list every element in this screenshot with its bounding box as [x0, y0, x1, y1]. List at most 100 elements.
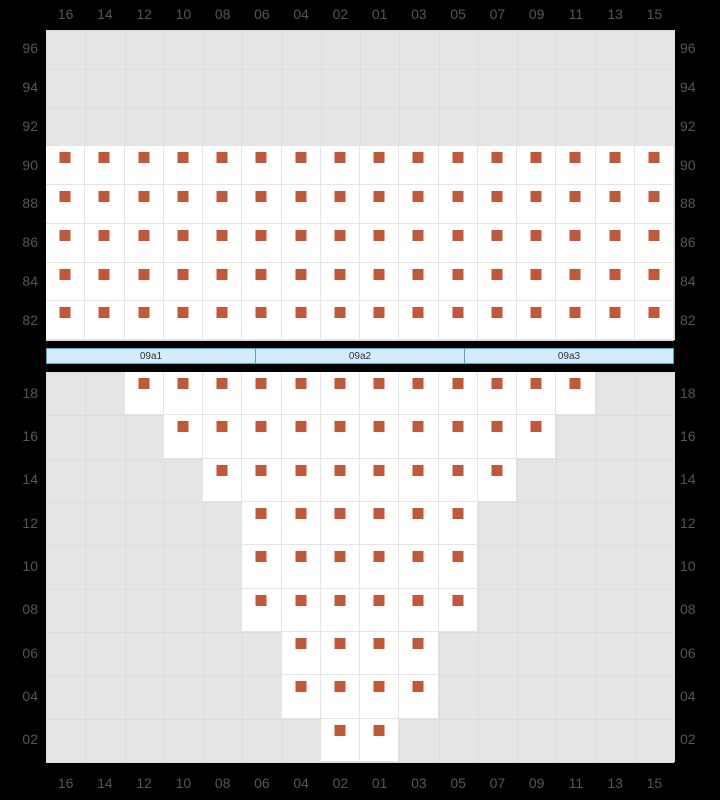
seat-cell[interactable] — [282, 632, 321, 675]
seat-cell[interactable] — [282, 589, 321, 632]
seat-cell[interactable] — [596, 224, 635, 263]
seat-cell[interactable] — [360, 502, 399, 545]
seat-cell[interactable] — [478, 185, 517, 224]
seat-cell[interactable] — [46, 301, 85, 340]
seat-cell[interactable] — [360, 224, 399, 263]
seat-cell[interactable] — [360, 459, 399, 502]
seat-cell[interactable] — [321, 459, 360, 502]
seat-cell[interactable] — [203, 415, 242, 458]
seat-cell[interactable] — [282, 185, 321, 224]
seat-cell[interactable] — [399, 589, 438, 632]
seat-cell[interactable] — [399, 224, 438, 263]
seat-cell[interactable] — [85, 185, 124, 224]
seat-cell[interactable] — [46, 224, 85, 263]
seat-cell[interactable] — [242, 263, 281, 302]
seat-cell[interactable] — [282, 545, 321, 588]
seat-cell[interactable] — [556, 224, 595, 263]
seat-cell[interactable] — [242, 502, 281, 545]
seat-cell[interactable] — [282, 372, 321, 415]
seat-cell[interactable] — [282, 263, 321, 302]
seat-cell[interactable] — [125, 372, 164, 415]
seat-cell[interactable] — [203, 372, 242, 415]
seat-cell[interactable] — [125, 301, 164, 340]
seat-cell[interactable] — [556, 301, 595, 340]
seat-cell[interactable] — [164, 263, 203, 302]
seat-cell[interactable] — [399, 502, 438, 545]
seat-cell[interactable] — [517, 224, 556, 263]
divider-segment[interactable]: 09a3 — [465, 348, 674, 364]
seat-cell[interactable] — [46, 185, 85, 224]
seat-cell[interactable] — [478, 263, 517, 302]
seat-cell[interactable] — [635, 263, 674, 302]
seat-cell[interactable] — [46, 146, 85, 185]
seat-cell[interactable] — [164, 185, 203, 224]
seat-cell[interactable] — [242, 415, 281, 458]
seat-cell[interactable] — [517, 263, 556, 302]
seat-cell[interactable] — [321, 301, 360, 340]
seat-cell[interactable] — [164, 372, 203, 415]
seat-cell[interactable] — [360, 301, 399, 340]
seat-cell[interactable] — [439, 301, 478, 340]
seat-cell[interactable] — [399, 263, 438, 302]
seat-cell[interactable] — [478, 372, 517, 415]
seat-cell[interactable] — [399, 372, 438, 415]
seat-cell[interactable] — [360, 372, 399, 415]
seat-cell[interactable] — [635, 224, 674, 263]
seat-cell[interactable] — [282, 415, 321, 458]
seat-cell[interactable] — [399, 632, 438, 675]
seat-cell[interactable] — [556, 263, 595, 302]
seat-cell[interactable] — [517, 185, 556, 224]
seat-cell[interactable] — [360, 146, 399, 185]
seat-cell[interactable] — [321, 372, 360, 415]
seat-cell[interactable] — [399, 459, 438, 502]
seat-cell[interactable] — [203, 185, 242, 224]
seat-cell[interactable] — [399, 185, 438, 224]
seat-cell[interactable] — [439, 372, 478, 415]
seat-cell[interactable] — [282, 459, 321, 502]
seat-cell[interactable] — [321, 263, 360, 302]
seat-cell[interactable] — [478, 224, 517, 263]
seat-cell[interactable] — [360, 632, 399, 675]
seat-cell[interactable] — [556, 185, 595, 224]
seat-cell[interactable] — [125, 185, 164, 224]
seat-cell[interactable] — [282, 301, 321, 340]
seat-cell[interactable] — [242, 545, 281, 588]
seat-cell[interactable] — [439, 502, 478, 545]
seat-cell[interactable] — [282, 224, 321, 263]
seat-cell[interactable] — [596, 263, 635, 302]
seat-cell[interactable] — [321, 632, 360, 675]
seat-cell[interactable] — [517, 415, 556, 458]
seat-cell[interactable] — [282, 146, 321, 185]
seat-cell[interactable] — [439, 459, 478, 502]
seat-cell[interactable] — [439, 263, 478, 302]
seat-cell[interactable] — [360, 719, 399, 762]
seat-cell[interactable] — [125, 263, 164, 302]
seat-cell[interactable] — [85, 224, 124, 263]
seat-cell[interactable] — [478, 146, 517, 185]
seat-cell[interactable] — [439, 545, 478, 588]
seat-cell[interactable] — [439, 146, 478, 185]
seat-cell[interactable] — [360, 415, 399, 458]
seat-cell[interactable] — [321, 545, 360, 588]
seat-cell[interactable] — [85, 263, 124, 302]
seat-cell[interactable] — [125, 146, 164, 185]
seat-cell[interactable] — [596, 301, 635, 340]
seat-cell[interactable] — [517, 301, 556, 340]
seat-cell[interactable] — [635, 301, 674, 340]
seat-cell[interactable] — [242, 146, 281, 185]
seat-cell[interactable] — [596, 185, 635, 224]
seat-cell[interactable] — [85, 301, 124, 340]
seat-cell[interactable] — [399, 675, 438, 718]
seat-cell[interactable] — [46, 263, 85, 302]
seat-cell[interactable] — [203, 224, 242, 263]
seat-cell[interactable] — [321, 675, 360, 718]
seat-cell[interactable] — [321, 415, 360, 458]
seat-cell[interactable] — [360, 675, 399, 718]
seat-cell[interactable] — [596, 146, 635, 185]
seat-cell[interactable] — [242, 185, 281, 224]
seat-cell[interactable] — [242, 459, 281, 502]
seat-cell[interactable] — [360, 185, 399, 224]
seat-cell[interactable] — [321, 502, 360, 545]
seat-cell[interactable] — [242, 589, 281, 632]
seat-cell[interactable] — [517, 372, 556, 415]
